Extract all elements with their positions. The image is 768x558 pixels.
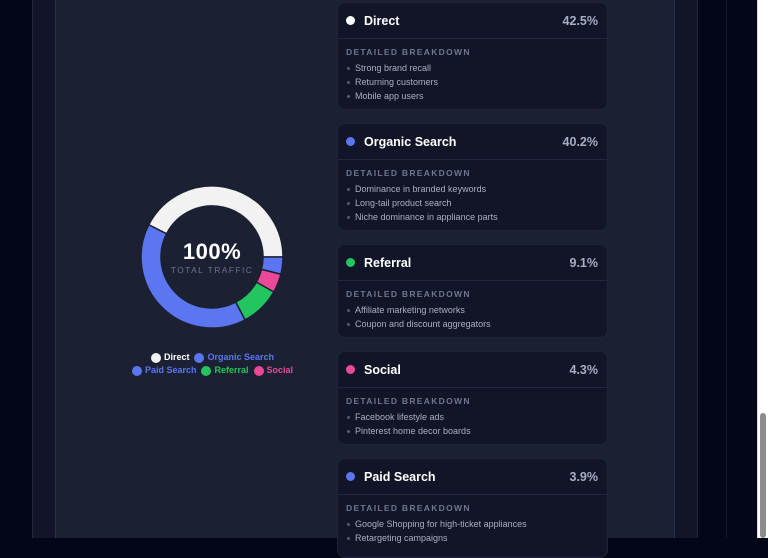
list-item-text: Mobile app users xyxy=(355,91,424,101)
list-item: Facebook lifestyle ads xyxy=(346,410,599,424)
breakdown-list: Dominance in branded keywords Long-tail … xyxy=(346,182,599,224)
legend-label: Referral xyxy=(214,365,249,375)
legend-swatch-icon xyxy=(194,352,205,363)
list-item-text: Facebook lifestyle ads xyxy=(355,412,445,422)
list-item: Coupon and discount aggregators xyxy=(346,317,599,331)
card-header: Direct 42.5% xyxy=(338,3,607,39)
bullet-icon xyxy=(347,522,350,526)
card-subtitle: DETAILED BREAKDOWN xyxy=(346,396,471,406)
list-item-text: Strong brand recall xyxy=(355,63,432,73)
channel-card-paid-search: Paid Search 3.9% DETAILED BREAKDOWN Goog… xyxy=(337,458,608,558)
breakdown-list: Google Shopping for high-ticket applianc… xyxy=(346,517,599,545)
list-item: Pinterest home decor boards xyxy=(346,424,599,438)
list-item-text: Coupon and discount aggregators xyxy=(355,319,491,329)
bullet-icon xyxy=(347,94,350,98)
divider xyxy=(726,0,727,538)
card-title: Paid Search xyxy=(364,469,436,484)
card-subtitle: DETAILED BREAKDOWN xyxy=(346,47,471,57)
card-subtitle: DETAILED BREAKDOWN xyxy=(346,168,471,178)
card-header: Organic Search 40.2% xyxy=(338,124,607,160)
breakdown-list: Facebook lifestyle ads Pinterest home de… xyxy=(346,410,599,438)
list-item: Strong brand recall xyxy=(346,61,599,75)
list-item-text: Retargeting campaigns xyxy=(355,533,448,543)
channel-dot-icon xyxy=(346,16,355,25)
legend-item-referral[interactable]: Referral xyxy=(201,365,249,376)
card-subtitle: DETAILED BREAKDOWN xyxy=(346,503,471,513)
legend-label: Social xyxy=(266,365,294,375)
legend-item-social[interactable]: Social xyxy=(253,365,294,376)
list-item: Niche dominance in appliance parts xyxy=(346,210,599,224)
card-percent: 4.3% xyxy=(569,362,599,377)
channel-card-direct: Direct 42.5% DETAILED BREAKDOWN Strong b… xyxy=(337,2,608,110)
donut-total-value: 100% xyxy=(182,238,242,264)
legend-item-paid-search[interactable]: Paid Search xyxy=(131,365,197,376)
bullet-icon xyxy=(347,322,350,326)
donut-center: 100% TOTAL TRAFFIC xyxy=(140,185,284,329)
scrollbar-thumb[interactable] xyxy=(760,413,766,538)
bullet-icon xyxy=(347,66,350,70)
card-percent: 40.2% xyxy=(562,134,598,149)
legend-label: Organic Search xyxy=(207,352,275,362)
list-item: Dominance in branded keywords xyxy=(346,182,599,196)
card-percent: 3.9% xyxy=(569,469,599,484)
bullet-icon xyxy=(347,536,350,540)
card-title: Referral xyxy=(364,255,412,270)
card-title: Organic Search xyxy=(364,134,457,149)
list-item-text: Dominance in branded keywords xyxy=(355,184,487,194)
breakdown-list: Strong brand recall Returning customers … xyxy=(346,61,599,103)
legend-swatch-icon xyxy=(253,365,264,376)
legend-item-direct[interactable]: Direct xyxy=(150,352,190,363)
donut-segment-organic-search[interactable] xyxy=(140,223,247,329)
card-header: Paid Search 3.9% xyxy=(338,459,607,495)
list-item-text: Affiliate marketing networks xyxy=(355,305,465,315)
legend-swatch-icon xyxy=(201,365,212,376)
bullet-icon xyxy=(347,215,350,219)
legend-label: Paid Search xyxy=(144,365,197,375)
card-title: Social xyxy=(364,362,401,377)
list-item: Affiliate marketing networks xyxy=(346,303,599,317)
channel-dot-icon xyxy=(346,365,355,374)
legend-swatch-icon xyxy=(150,352,161,363)
vertical-scrollbar[interactable] xyxy=(757,0,768,538)
traffic-donut-chart: 100% TOTAL TRAFFIC Direct Organic Search… xyxy=(120,180,305,380)
bullet-icon xyxy=(347,415,350,419)
channel-dot-icon xyxy=(346,258,355,267)
list-item-text: Long-tail product search xyxy=(355,198,452,208)
list-item: Long-tail product search xyxy=(346,196,599,210)
donut-chart xyxy=(140,185,284,329)
card-percent: 9.1% xyxy=(569,255,599,270)
donut-segment-direct[interactable] xyxy=(147,185,284,258)
breakdown-list: Affiliate marketing networks Coupon and … xyxy=(346,303,599,331)
channel-dot-icon xyxy=(346,137,355,146)
channel-dot-icon xyxy=(346,472,355,481)
legend-swatch-icon xyxy=(131,365,142,376)
channel-card-organic-search: Organic Search 40.2% DETAILED BREAKDOWN … xyxy=(337,123,608,231)
card-subtitle: DETAILED BREAKDOWN xyxy=(346,289,471,299)
list-item: Google Shopping for high-ticket applianc… xyxy=(346,517,599,531)
channel-card-social: Social 4.3% DETAILED BREAKDOWN Facebook … xyxy=(337,351,608,445)
chart-legend: Direct Organic Search Paid Search Referr… xyxy=(120,352,305,376)
bullet-icon xyxy=(347,201,350,205)
list-item-text: Returning customers xyxy=(355,77,439,87)
channel-card-referral: Referral 9.1% DETAILED BREAKDOWN Affilia… xyxy=(337,244,608,338)
legend-item-organic-search[interactable]: Organic Search xyxy=(194,352,274,363)
card-header: Referral 9.1% xyxy=(338,245,607,281)
list-item: Retargeting campaigns xyxy=(346,531,599,545)
bullet-icon xyxy=(347,308,350,312)
bullet-icon xyxy=(347,429,350,433)
card-percent: 42.5% xyxy=(562,13,598,28)
list-item-text: Google Shopping for high-ticket applianc… xyxy=(355,519,527,529)
card-title: Direct xyxy=(364,13,400,28)
bullet-icon xyxy=(347,80,350,84)
list-item-text: Pinterest home decor boards xyxy=(355,426,471,436)
bullet-icon xyxy=(347,187,350,191)
list-item: Returning customers xyxy=(346,75,599,89)
donut-total-label: TOTAL TRAFFIC xyxy=(170,264,254,275)
legend-label: Direct xyxy=(163,352,190,362)
card-header: Social 4.3% xyxy=(338,352,607,388)
list-item-text: Niche dominance in appliance parts xyxy=(355,212,498,222)
list-item: Mobile app users xyxy=(346,89,599,103)
